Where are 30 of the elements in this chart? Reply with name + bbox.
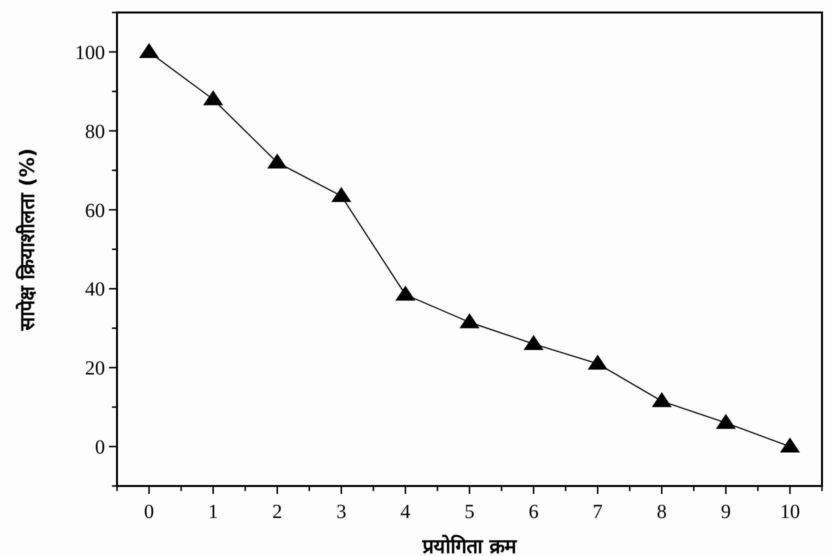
x-tick-label: 5 xyxy=(464,501,474,523)
y-tick-label: 20 xyxy=(85,358,105,380)
x-tick-label: 3 xyxy=(336,501,346,523)
point xyxy=(331,186,352,202)
x-tick-label: 2 xyxy=(272,501,282,523)
x-tick-label: 0 xyxy=(144,501,154,523)
x-tick-label: 9 xyxy=(720,501,731,523)
y-axis-title: सापेक्ष क्रियाशीलता (%) xyxy=(15,148,39,332)
y-tick-label: 40 xyxy=(85,278,105,301)
point xyxy=(395,286,416,301)
point xyxy=(524,334,544,350)
point xyxy=(716,414,736,429)
point xyxy=(460,313,480,328)
y-tick-label: 80 xyxy=(85,120,105,143)
x-tick-label: 4 xyxy=(400,501,410,523)
y-tick-label: 60 xyxy=(85,200,105,222)
x-tick-label: 10 xyxy=(780,501,800,523)
x-tick-label: 8 xyxy=(656,501,667,523)
x-tick-label: 7 xyxy=(592,501,603,523)
point xyxy=(652,392,672,408)
point xyxy=(588,354,608,370)
point xyxy=(139,42,160,58)
point xyxy=(267,153,288,168)
x-axis-title: प्रयोगिता क्रम xyxy=(422,534,518,556)
x-tick-label: 6 xyxy=(528,501,539,523)
x-tick-label: 1 xyxy=(208,501,218,523)
y-tick-label: 100 xyxy=(75,42,105,64)
y-tick-label: 0 xyxy=(95,436,105,459)
point xyxy=(780,438,800,453)
point xyxy=(203,90,224,106)
